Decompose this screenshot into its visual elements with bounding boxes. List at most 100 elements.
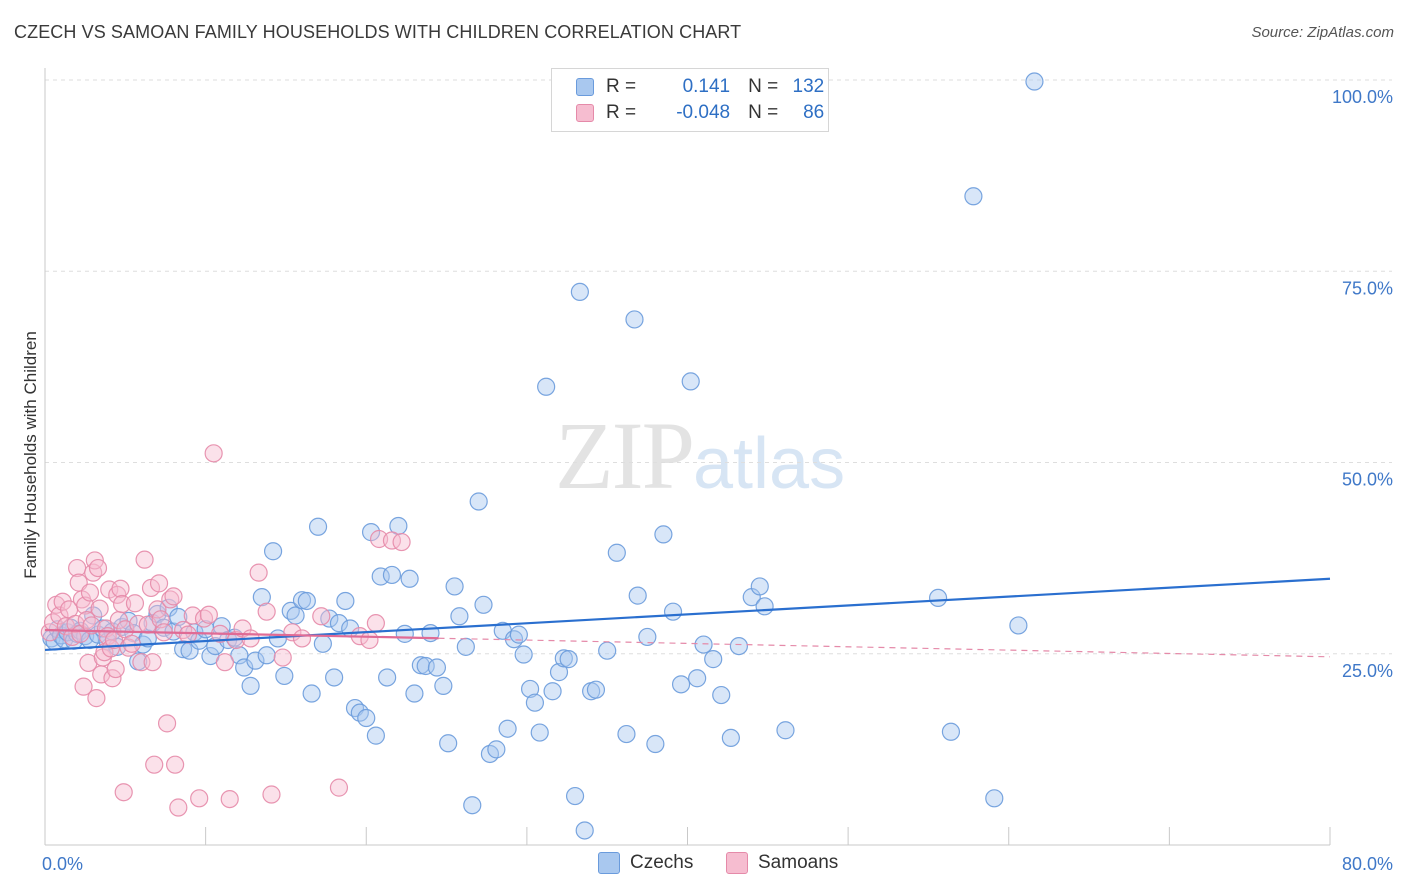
data-point bbox=[405, 684, 424, 703]
data-point bbox=[549, 663, 569, 682]
bottom-legend-swatch-samoans bbox=[726, 852, 748, 874]
data-point bbox=[80, 583, 100, 602]
trend-line-czechs bbox=[44, 577, 1331, 652]
data-point bbox=[125, 594, 145, 613]
data-point bbox=[755, 597, 774, 616]
data-point bbox=[106, 659, 125, 679]
data-point bbox=[498, 719, 517, 738]
y-tick-label: 25.0% bbox=[1342, 661, 1393, 681]
data-point bbox=[325, 668, 344, 687]
data-point bbox=[220, 789, 239, 809]
data-point bbox=[308, 517, 328, 536]
data-point bbox=[87, 689, 106, 708]
legend-swatch-czechs bbox=[576, 78, 594, 96]
legend-n-value: 132 bbox=[792, 76, 825, 97]
data-point bbox=[681, 372, 700, 391]
data-point bbox=[646, 734, 665, 754]
chart-title: CZECH VS SAMOAN FAMILY HOUSEHOLDS WITH C… bbox=[14, 22, 742, 42]
data-point bbox=[174, 640, 193, 659]
legend-n-label: N = bbox=[748, 102, 779, 123]
data-point bbox=[263, 542, 283, 561]
data-point bbox=[694, 635, 713, 654]
data-point bbox=[439, 734, 458, 753]
data-point bbox=[663, 602, 683, 621]
y-tick-label: 75.0% bbox=[1342, 278, 1393, 298]
data-point bbox=[411, 656, 430, 675]
data-point bbox=[607, 543, 626, 562]
bottom-legend-label-czechs: Czechs bbox=[630, 852, 694, 873]
bottom-legend: Czechs Samoans bbox=[0, 852, 1406, 876]
data-point bbox=[530, 723, 549, 742]
x-tick-label: 80.0% bbox=[1342, 854, 1393, 874]
data-point bbox=[77, 610, 96, 630]
data-point bbox=[395, 624, 414, 643]
legend-r-label: R = bbox=[606, 76, 637, 97]
legend-swatch-samoans bbox=[576, 104, 594, 122]
data-point bbox=[313, 634, 332, 653]
legend-n-value: 86 bbox=[803, 102, 825, 123]
data-point bbox=[50, 606, 69, 625]
data-point bbox=[204, 444, 223, 463]
data-point bbox=[586, 680, 606, 699]
data-point bbox=[166, 755, 185, 774]
data-point bbox=[249, 563, 268, 582]
legend-r-value: -0.048 bbox=[676, 102, 731, 123]
data-point bbox=[329, 614, 349, 633]
data-point bbox=[628, 586, 647, 605]
data-point bbox=[688, 669, 707, 688]
x-tick-label: 0.0% bbox=[42, 854, 83, 874]
data-point bbox=[554, 649, 573, 668]
data-point bbox=[312, 607, 331, 626]
data-point bbox=[729, 636, 749, 656]
data-point bbox=[617, 724, 636, 744]
trend-line-samoans bbox=[44, 628, 439, 640]
data-point bbox=[712, 685, 731, 705]
data-point bbox=[302, 684, 321, 703]
data-point bbox=[149, 574, 169, 593]
data-point bbox=[111, 579, 130, 598]
data-point bbox=[382, 565, 402, 585]
data-point bbox=[74, 677, 93, 696]
bottom-legend-samoans: Samoans bbox=[726, 852, 838, 874]
data-point bbox=[366, 726, 385, 745]
legend-r-label: R = bbox=[606, 102, 637, 123]
data-point bbox=[654, 525, 673, 544]
data-point bbox=[183, 606, 202, 625]
data-point bbox=[570, 282, 589, 302]
data-point bbox=[776, 721, 795, 740]
data-point bbox=[215, 653, 234, 672]
data-point bbox=[434, 676, 453, 695]
trend-line-extension-samoans bbox=[438, 637, 1331, 658]
bottom-legend-swatch-czechs bbox=[598, 852, 620, 874]
data-point bbox=[112, 594, 132, 614]
data-point bbox=[252, 588, 271, 607]
data-point bbox=[292, 629, 312, 648]
data-point bbox=[336, 591, 355, 611]
data-point bbox=[246, 651, 265, 670]
data-point bbox=[400, 569, 419, 588]
data-point bbox=[520, 679, 540, 699]
data-point bbox=[559, 650, 578, 669]
data-point bbox=[82, 616, 101, 635]
data-point bbox=[543, 682, 562, 701]
legend-n-label: N = bbox=[748, 76, 779, 97]
data-point bbox=[357, 708, 376, 728]
data-point bbox=[164, 587, 183, 606]
data-point bbox=[114, 783, 133, 802]
data-point bbox=[480, 744, 500, 764]
data-point bbox=[469, 492, 488, 511]
data-point bbox=[721, 728, 740, 748]
data-point bbox=[329, 778, 349, 797]
data-point bbox=[90, 599, 109, 618]
data-point bbox=[1009, 616, 1028, 635]
data-point bbox=[575, 821, 594, 840]
data-point bbox=[964, 187, 983, 206]
data-point bbox=[178, 625, 198, 644]
data-point bbox=[941, 722, 961, 741]
data-point bbox=[257, 646, 276, 665]
source-label: Source: ZipAtlas.com bbox=[1251, 24, 1394, 41]
y-tick-label: 50.0% bbox=[1342, 470, 1393, 490]
data-point bbox=[638, 627, 657, 647]
data-point bbox=[135, 550, 154, 569]
